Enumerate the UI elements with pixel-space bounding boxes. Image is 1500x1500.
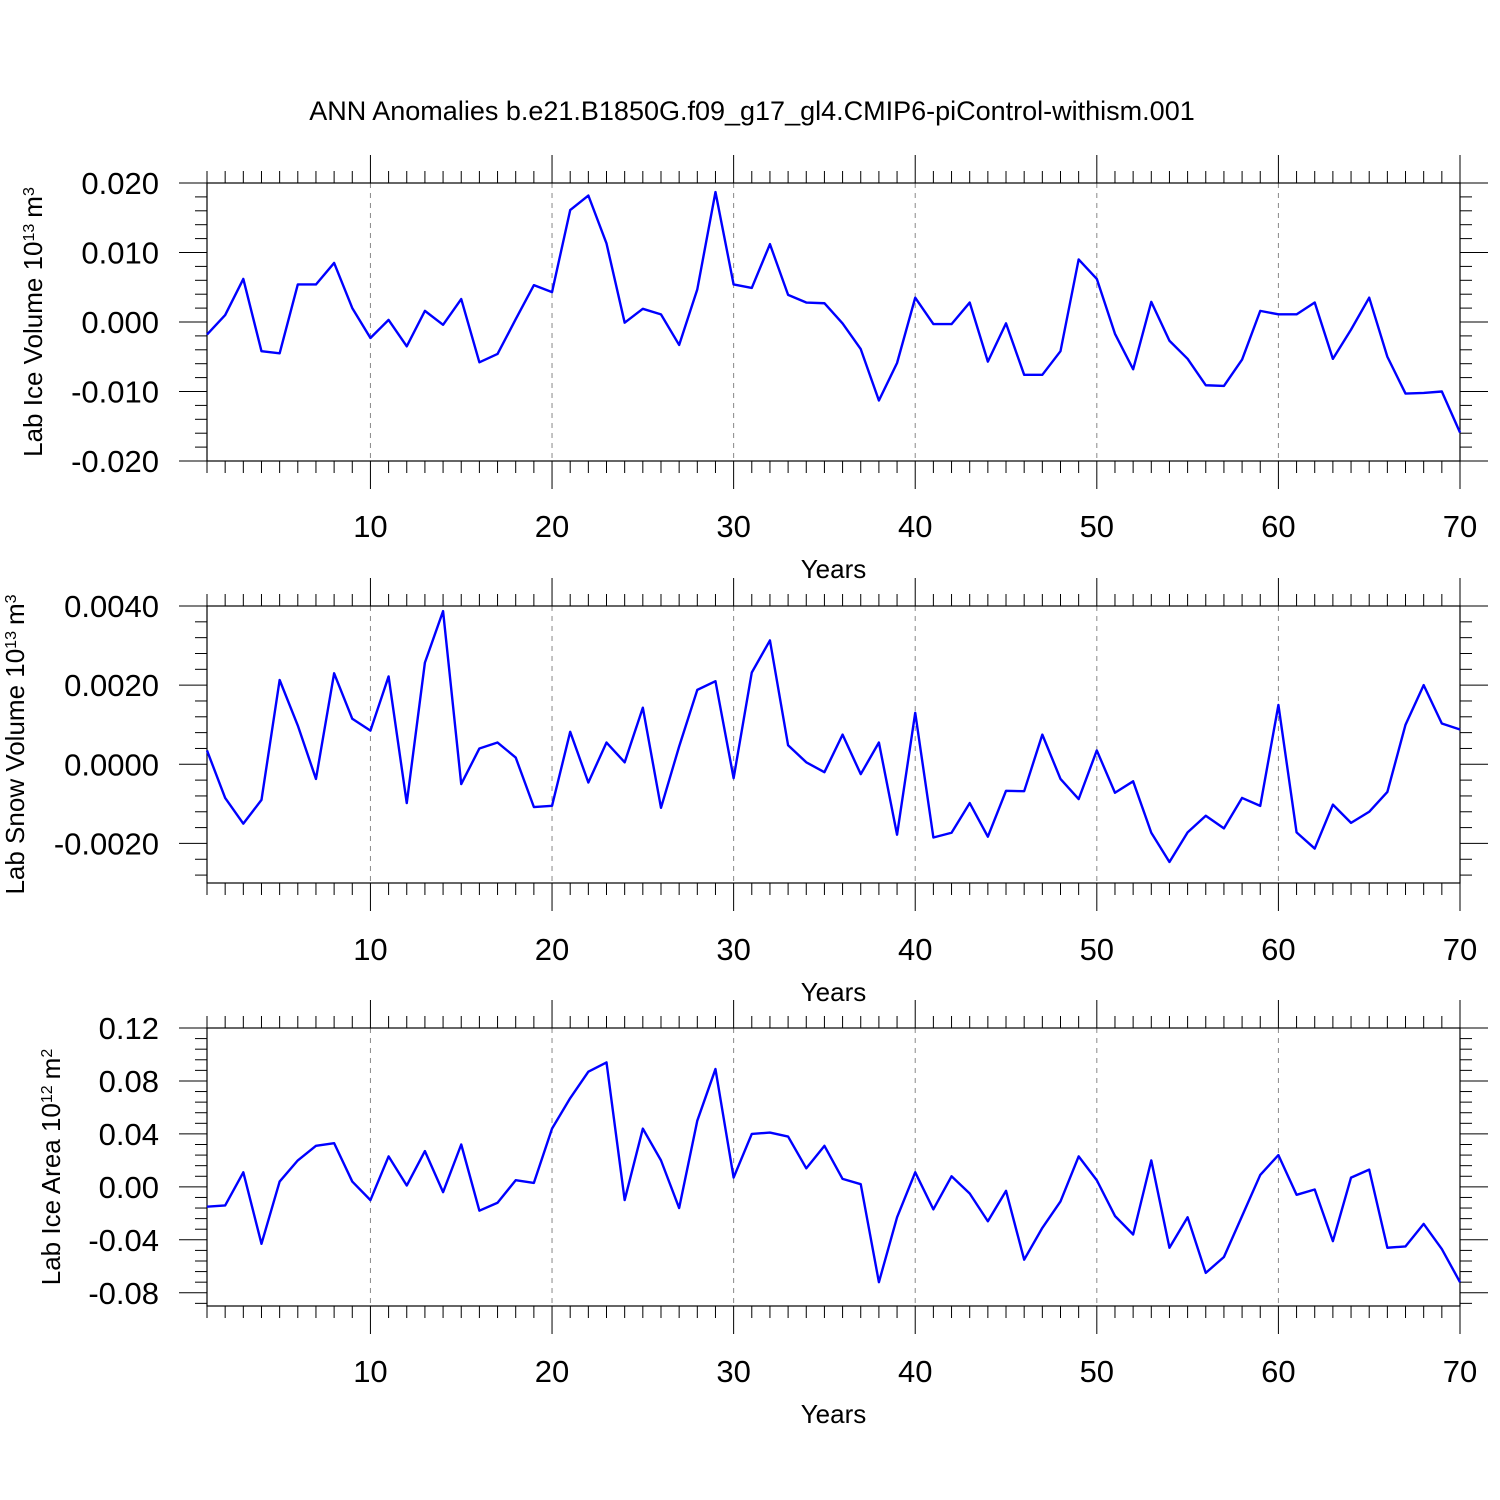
y-tick-label: -0.010 — [71, 375, 159, 410]
chart-panels: 10 20 30 40 50 60 70 0.020 0.010 0.000 -0.010 -0.02… — [0, 155, 1488, 1429]
y-tick-label: 0.020 — [81, 166, 159, 201]
chart-title: ANN Anomalies b.e21.B1850G.f09_g17_gl4.C… — [309, 96, 1194, 126]
x-tick-label: 60 — [1261, 1354, 1295, 1389]
x-tick-label: 40 — [898, 932, 932, 967]
x-tick-label: 30 — [716, 1354, 750, 1389]
x-axis-label: Years — [801, 1399, 867, 1429]
x-tick-label: 70 — [1443, 1354, 1477, 1389]
y-tick-label: 0.04 — [99, 1117, 159, 1152]
y-tick-label: -0.0020 — [54, 826, 159, 861]
x-tick-label: 70 — [1443, 509, 1477, 544]
x-tick-label: 20 — [535, 932, 569, 967]
x-axis-label: Years — [801, 977, 867, 1007]
panel-3: 10 20 30 40 50 60 70 0.12 0.08 0.04 0.00 -0.04 -0.08… — [36, 1000, 1488, 1429]
y-tick-label: 0.0020 — [64, 668, 159, 703]
x-axis-label: Years — [801, 554, 867, 584]
x-tick-label: 10 — [353, 1354, 387, 1389]
y-tick-label: 0.00 — [99, 1170, 159, 1205]
x-tick-label: 30 — [716, 932, 750, 967]
x-tick-label: 50 — [1080, 932, 1114, 967]
y-axis-label: Lab Snow Volume 1013m3 — [0, 594, 30, 894]
y-tick-label: -0.08 — [88, 1276, 159, 1311]
x-tick-label: 40 — [898, 509, 932, 544]
x-tick-label: 20 — [535, 509, 569, 544]
x-tick-label: 60 — [1261, 509, 1295, 544]
x-tick-label: 70 — [1443, 932, 1477, 967]
y-tick-label: 0.000 — [81, 305, 159, 340]
y-axis-label: Lab Ice Area 1012m2 — [36, 1049, 66, 1286]
x-tick-label: 50 — [1080, 509, 1114, 544]
series-line — [206, 1061, 1462, 1284]
x-tick-label: 50 — [1080, 1354, 1114, 1389]
y-tick-label: 0.0000 — [64, 747, 159, 782]
x-tick-label: 60 — [1261, 932, 1295, 967]
x-tick-label: 30 — [716, 509, 750, 544]
y-axis-label: Lab Ice Volume 1013m3 — [18, 187, 48, 457]
y-tick-label: 0.010 — [81, 236, 159, 271]
plot-frame — [206, 1027, 1461, 1307]
panel-2: 10 20 30 40 50 60 70 0.0040 0.0020 0.0000 -0.0020 Y… — [0, 578, 1488, 1007]
series-line — [206, 190, 1462, 433]
x-tick-label: 40 — [898, 1354, 932, 1389]
plot-frame — [206, 605, 1461, 884]
series-line — [205, 609, 1461, 864]
x-tick-label: 10 — [353, 509, 387, 544]
y-tick-label: -0.04 — [88, 1223, 159, 1258]
y-tick-label: 0.0040 — [64, 589, 159, 624]
y-tick-label: 0.12 — [99, 1011, 159, 1046]
plot-frame — [206, 182, 1461, 462]
y-tick-label: -0.020 — [71, 444, 159, 479]
y-tick-label: 0.08 — [99, 1064, 159, 1099]
x-tick-label: 10 — [353, 932, 387, 967]
panel-1: 10 20 30 40 50 60 70 0.020 0.010 0.000 -0.010 -0.02… — [18, 155, 1488, 584]
x-tick-label: 20 — [535, 1354, 569, 1389]
